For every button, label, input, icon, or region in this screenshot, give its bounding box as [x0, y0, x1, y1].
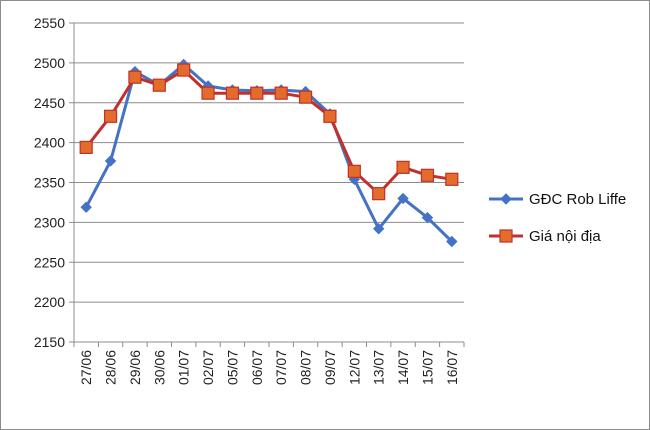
series-0-point — [80, 201, 92, 213]
x-tick-label: 29/06 — [127, 350, 143, 385]
x-tick-label: 13/07 — [371, 350, 387, 385]
series-0-point — [421, 211, 434, 224]
series-1-point — [79, 140, 93, 155]
x-tick-labels: 27/06 28/06 29/06 30/06 01/07 02/07 05/07 06/07… — [78, 350, 460, 385]
legend-marker-diamond — [500, 193, 512, 205]
x-tick-label: 08/07 — [298, 350, 314, 385]
legend-label: GĐC Rob Liffe — [529, 191, 626, 208]
series-1-point — [274, 86, 288, 100]
series-1-point — [225, 86, 240, 100]
legend: GĐC Rob Liffe Giá nội địa — [489, 191, 626, 245]
series-1-point — [323, 109, 337, 123]
series-1-point — [420, 168, 435, 182]
series-1-point — [372, 187, 386, 201]
series-1-point — [177, 63, 191, 77]
series-0-point — [397, 192, 409, 205]
series-1-point — [128, 70, 142, 84]
y-tick-label: 2150 — [34, 334, 65, 350]
x-tick-label: 14/07 — [395, 350, 411, 385]
x-tick-label: 09/07 — [322, 350, 338, 385]
gridlines — [74, 22, 464, 303]
series — [79, 58, 459, 248]
y-tick-label: 2350 — [34, 175, 65, 191]
legend-label: Giá nội địa — [529, 228, 601, 245]
axes — [69, 22, 465, 347]
series-0-point — [372, 223, 385, 235]
y-tick-label: 2550 — [34, 15, 65, 31]
x-tick-label: 28/06 — [103, 350, 119, 385]
series-1-point — [152, 78, 166, 92]
x-tick-label: 30/06 — [151, 350, 167, 385]
x-tick-label: 01/07 — [176, 350, 192, 385]
y-tick-label: 2400 — [34, 135, 65, 151]
series-line-0 — [84, 63, 453, 243]
y-tick-label: 2500 — [34, 55, 65, 71]
series-0-point — [104, 155, 117, 167]
x-tick-label: 06/07 — [249, 350, 265, 385]
series-1-point — [347, 164, 361, 178]
x-tick-label: 07/07 — [273, 350, 289, 385]
legend-marker-square — [499, 229, 513, 243]
series-line-1 — [85, 68, 453, 196]
series-1-point — [445, 172, 459, 186]
y-tick-label: 2450 — [34, 95, 65, 111]
y-tick-label: 2300 — [34, 214, 65, 230]
series-1-point — [298, 90, 313, 104]
x-tick-label: 02/07 — [200, 350, 216, 385]
y-tick-label: 2200 — [34, 294, 65, 310]
y-tick-labels: 2150 2200 2250 2300 2350 2400 2450 2500 2550 — [34, 15, 65, 350]
series-1-point — [250, 86, 264, 100]
x-tick-label: 15/07 — [419, 350, 435, 385]
x-tick-label: 27/06 — [78, 350, 94, 385]
series-1-point — [396, 160, 410, 174]
series-1-point — [103, 109, 118, 123]
series-0-point — [446, 235, 458, 248]
y-tick-label: 2250 — [34, 254, 65, 270]
x-tick-label: 12/07 — [346, 350, 362, 385]
x-tick-label: 16/07 — [444, 350, 460, 385]
x-tick-label: 05/07 — [224, 350, 240, 385]
series-1-point — [201, 86, 215, 100]
